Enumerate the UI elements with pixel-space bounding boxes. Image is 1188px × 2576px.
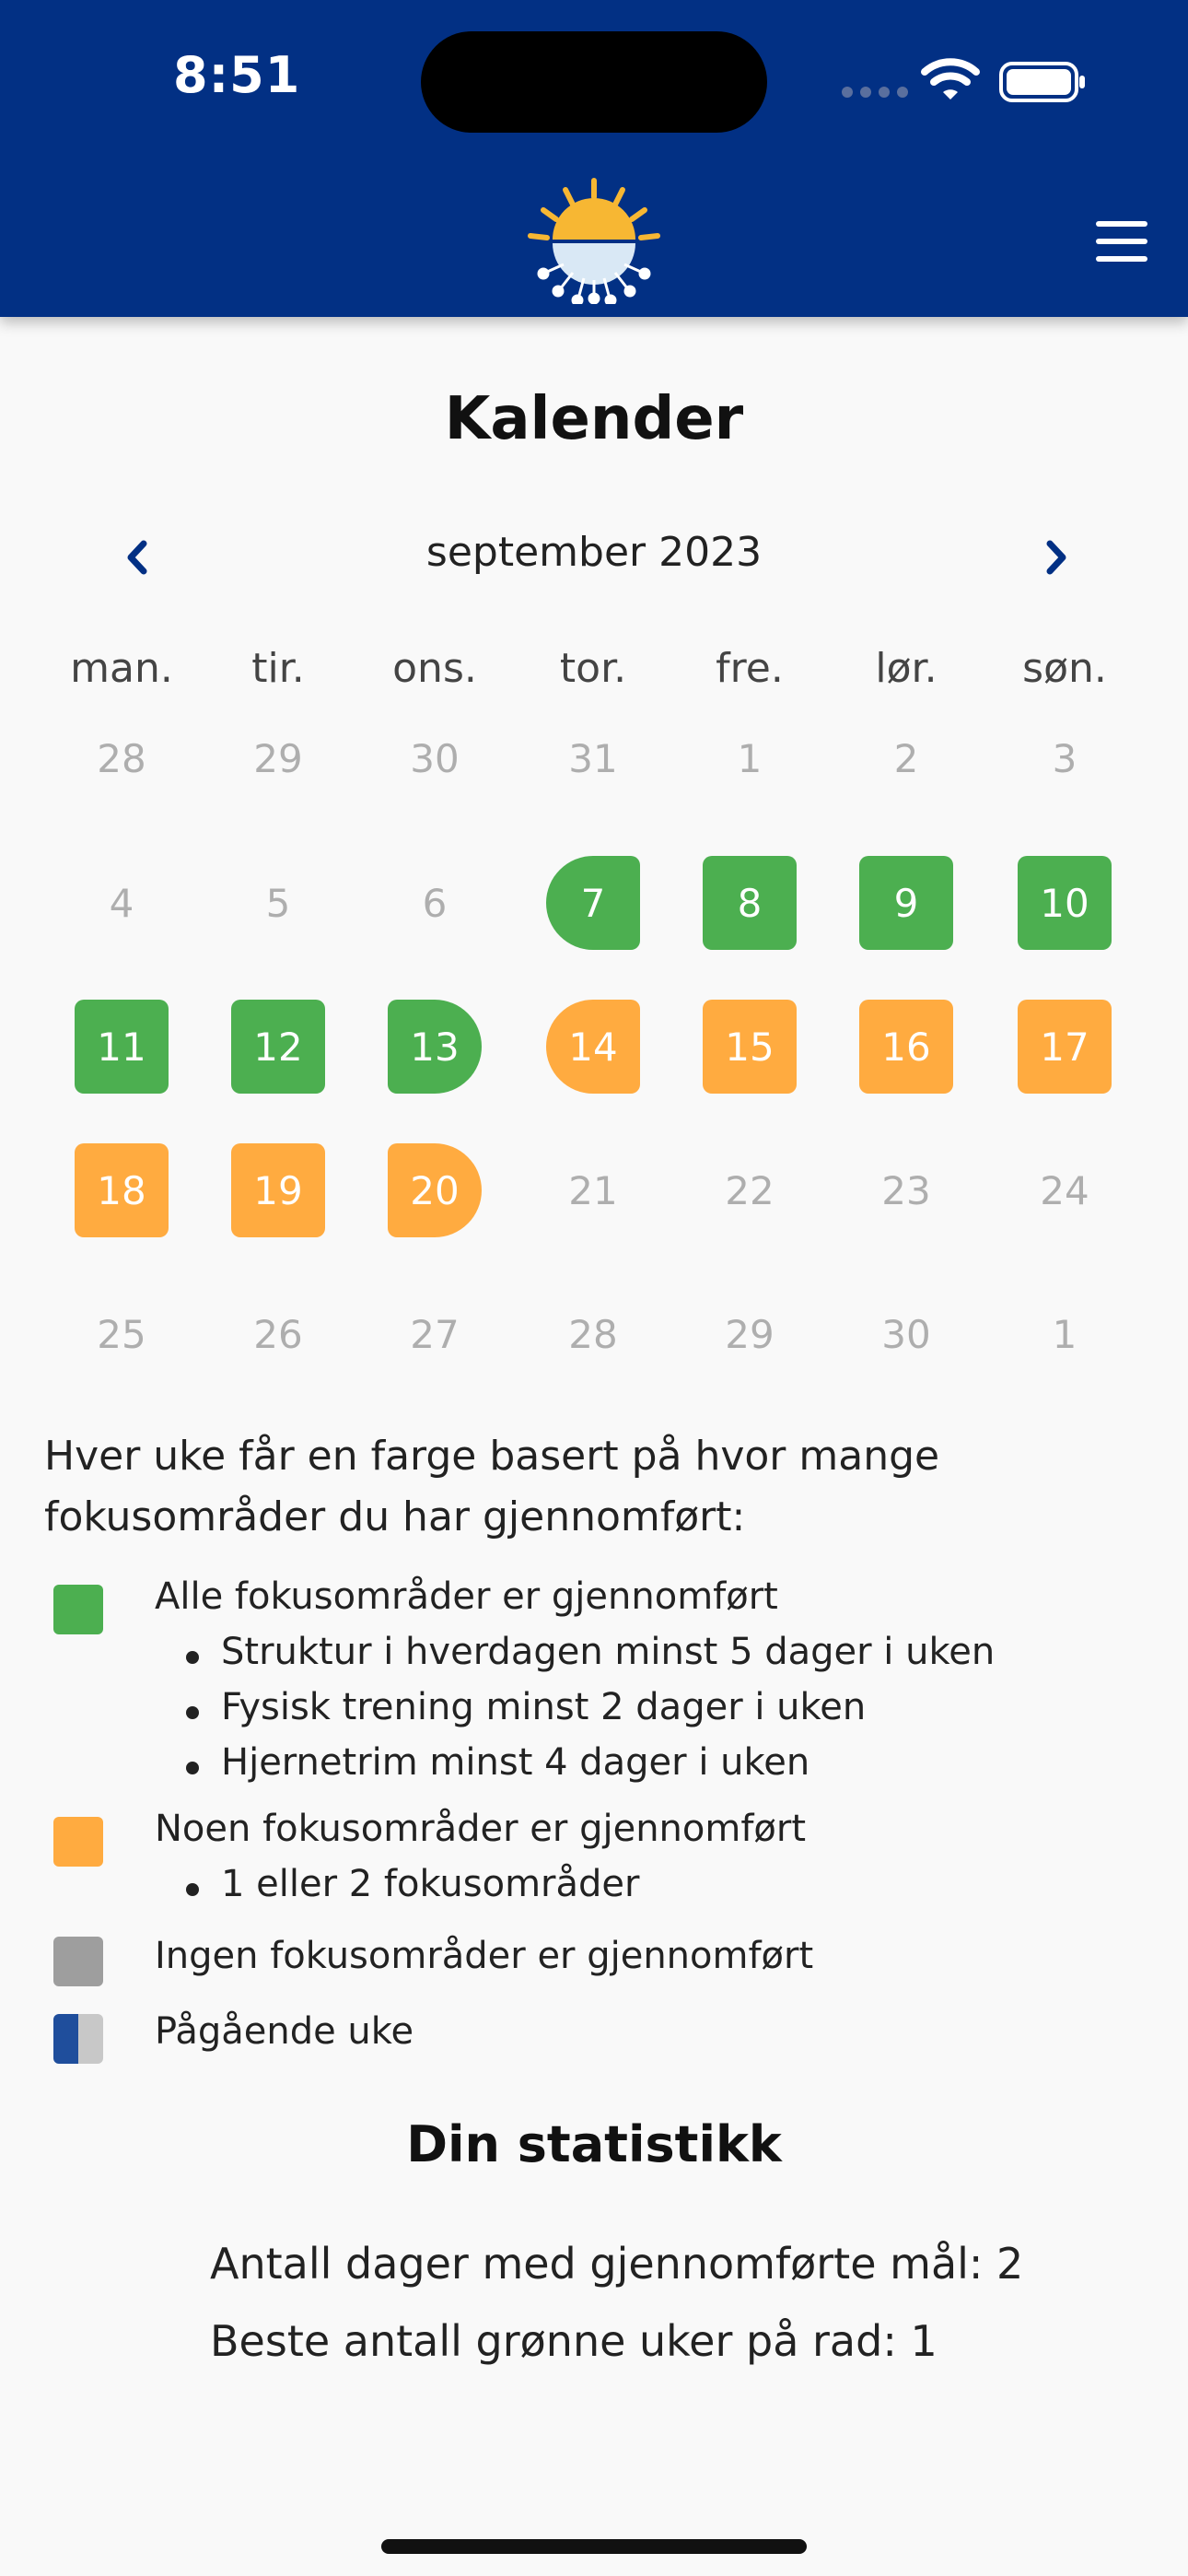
cellular-signal-icon xyxy=(842,87,908,98)
legend-bullet: 1 eller 2 fokusområder xyxy=(185,1863,640,1905)
legend-swatch-current-week xyxy=(53,2014,103,2064)
calendar-day[interactable]: 8 xyxy=(703,856,797,950)
weekday-label: tor. xyxy=(559,645,627,692)
sun-logo xyxy=(528,178,660,304)
legend-intro: Hver uke får en farge basert på hvor man… xyxy=(44,1433,940,1540)
weekday-label: tir. xyxy=(251,645,305,692)
legend-label-none: Ingen fokusområder er gjennomført xyxy=(155,1935,814,1977)
calendar-day[interactable]: 29 xyxy=(725,1311,775,1357)
calendar-day[interactable]: 24 xyxy=(1040,1167,1089,1213)
stat-best-streak: Beste antall grønne uker på rad: 1 xyxy=(210,2316,938,2366)
calendar-day[interactable]: 7 xyxy=(546,856,640,950)
calendar-day[interactable]: 3 xyxy=(1052,735,1077,781)
calendar-day[interactable]: 16 xyxy=(859,1000,953,1094)
legend-swatch-orange xyxy=(53,1817,103,1867)
stats-title: Din statistikk xyxy=(406,2115,782,2173)
battery-icon xyxy=(999,62,1085,102)
calendar-day[interactable]: 9 xyxy=(859,856,953,950)
calendar-day[interactable]: 13 xyxy=(388,1000,482,1094)
calendar-day[interactable]: 14 xyxy=(546,1000,640,1094)
calendar-day[interactable]: 20 xyxy=(388,1143,482,1237)
chevron-right-icon[interactable] xyxy=(1030,525,1085,590)
legend-bullet: Struktur i hverdagen minst 5 dager i uke… xyxy=(185,1631,996,1673)
calendar-day[interactable]: 29 xyxy=(253,735,303,781)
calendar-day[interactable]: 19 xyxy=(231,1143,325,1237)
legend-label-some: Noen fokusområder er gjennomført xyxy=(155,1808,807,1850)
chevron-left-icon[interactable] xyxy=(109,525,164,590)
calendar-day[interactable]: 17 xyxy=(1018,1000,1112,1094)
calendar-day[interactable]: 31 xyxy=(568,735,618,781)
status-time: 8:51 xyxy=(173,46,301,104)
weekday-label: man. xyxy=(70,645,173,692)
calendar-day[interactable]: 5 xyxy=(265,880,291,926)
wifi-icon xyxy=(921,58,980,100)
legend-swatch-gray xyxy=(53,1937,103,1986)
weekday-label: søn. xyxy=(1022,645,1107,692)
weekday-label: ons. xyxy=(392,645,477,692)
calendar-day[interactable]: 11 xyxy=(75,1000,169,1094)
month-navigation: september 2023 xyxy=(0,525,1188,590)
app-header: 8:51 xyxy=(0,0,1188,317)
calendar-day[interactable]: 28 xyxy=(568,1311,618,1357)
calendar-day[interactable]: 28 xyxy=(97,735,146,781)
legend-bullet: Fysisk trening minst 2 dager i uken xyxy=(185,1686,867,1728)
calendar-day[interactable]: 22 xyxy=(725,1167,775,1213)
weekday-label: fre. xyxy=(716,645,784,692)
calendar-day[interactable]: 1 xyxy=(737,735,763,781)
legend-label-current: Pågående uke xyxy=(155,2010,414,2053)
calendar-day[interactable]: 26 xyxy=(253,1311,303,1357)
calendar-day[interactable]: 21 xyxy=(568,1167,618,1213)
calendar-day[interactable]: 18 xyxy=(75,1143,169,1237)
weekday-label: lør. xyxy=(875,645,938,692)
page-title: Kalender xyxy=(444,385,744,453)
hamburger-menu-icon[interactable] xyxy=(1096,221,1147,262)
calendar-day[interactable]: 6 xyxy=(422,880,448,926)
calendar-day[interactable]: 12 xyxy=(231,1000,325,1094)
calendar-day[interactable]: 15 xyxy=(703,1000,797,1094)
legend-label-all: Alle fokusområder er gjennomført xyxy=(155,1575,778,1618)
calendar-day[interactable]: 25 xyxy=(97,1311,146,1357)
calendar-day[interactable]: 2 xyxy=(893,735,919,781)
calendar-day[interactable]: 23 xyxy=(881,1167,931,1213)
home-indicator xyxy=(381,2539,807,2554)
legend-bullet: Hjernetrim minst 4 dager i uken xyxy=(185,1741,810,1784)
calendar-day[interactable]: 4 xyxy=(109,880,134,926)
calendar-day[interactable]: 10 xyxy=(1018,856,1112,950)
dynamic-island xyxy=(421,31,767,133)
calendar-day[interactable]: 1 xyxy=(1052,1311,1077,1357)
stat-days-completed: Antall dager med gjennomførte mål: 2 xyxy=(210,2239,1024,2289)
calendar-day[interactable]: 30 xyxy=(410,735,460,781)
calendar-day[interactable]: 30 xyxy=(881,1311,931,1357)
legend-swatch-green xyxy=(53,1585,103,1634)
month-label: september 2023 xyxy=(425,529,763,576)
calendar-day[interactable]: 27 xyxy=(410,1311,460,1357)
